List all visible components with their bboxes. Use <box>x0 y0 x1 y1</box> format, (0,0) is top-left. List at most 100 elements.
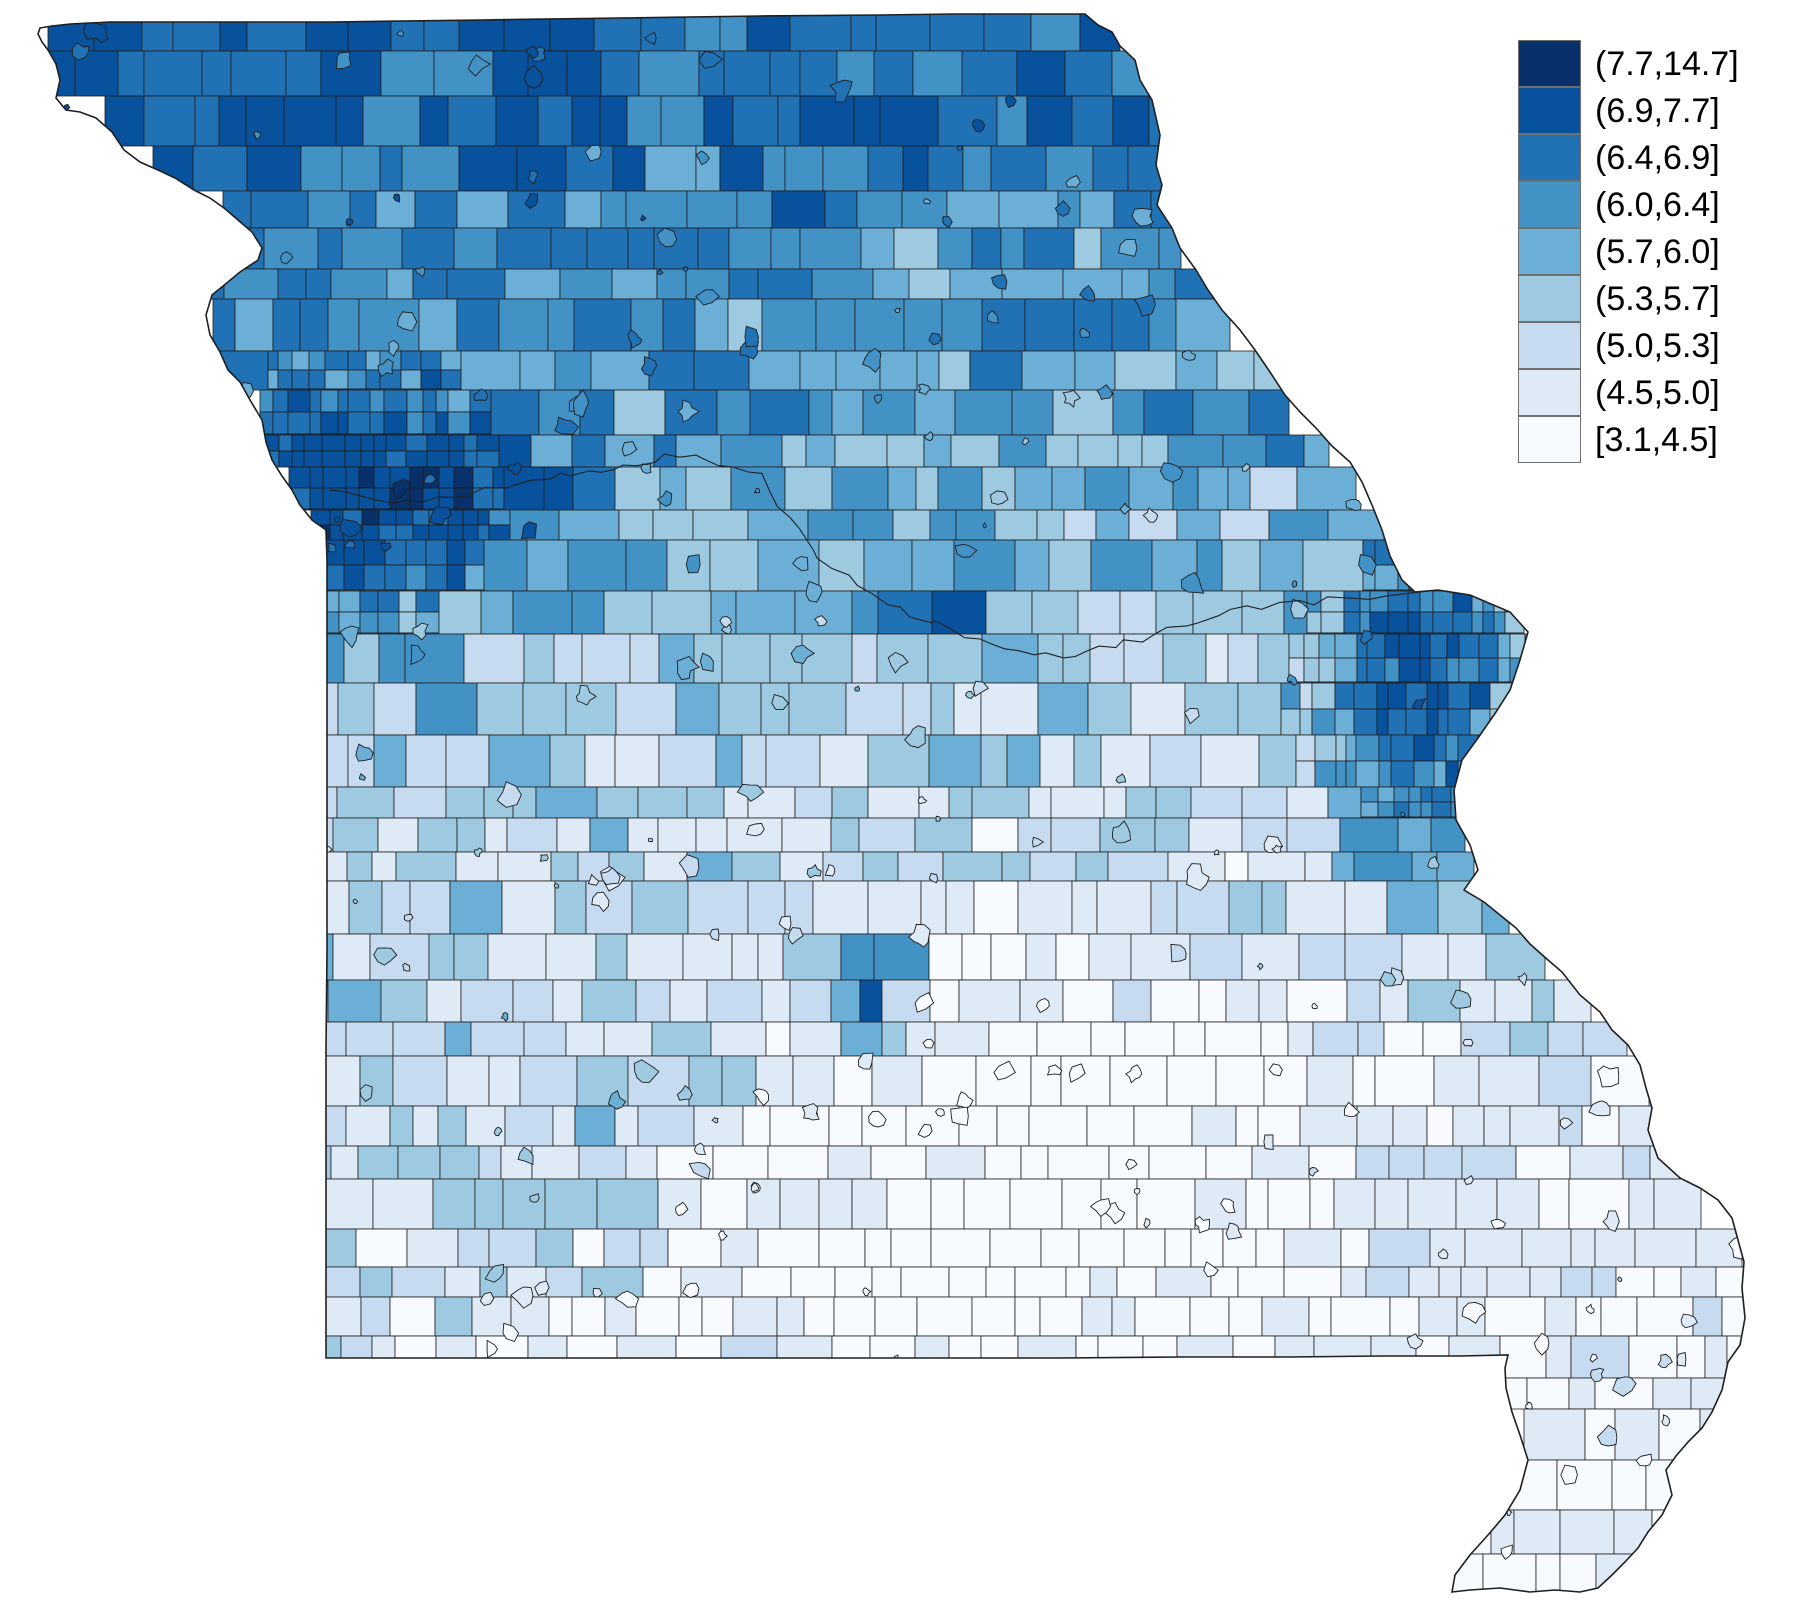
census-tract <box>305 268 332 300</box>
municipal-boundary <box>1143 1217 1151 1229</box>
census-tract <box>1189 933 1243 981</box>
census-tract <box>693 350 750 391</box>
census-tract <box>799 350 837 391</box>
census-tract <box>384 564 407 591</box>
census-tract <box>812 880 869 935</box>
census-tract <box>1343 590 1361 613</box>
census-tract <box>1446 657 1460 683</box>
census-tract <box>1704 1335 1728 1379</box>
census-tract <box>1190 786 1243 819</box>
census-tract <box>386 268 414 300</box>
census-tract <box>1227 633 1259 684</box>
census-tract <box>104 95 145 147</box>
census-tract <box>1267 1178 1311 1230</box>
municipal-boundary <box>1133 1188 1141 1196</box>
census-tract <box>914 389 956 436</box>
municipal-boundary <box>854 685 861 692</box>
census-tract <box>1196 539 1223 592</box>
legend-swatch <box>1518 416 1581 463</box>
census-tract <box>448 434 465 452</box>
census-tract <box>1158 227 1182 270</box>
census-tract <box>512 979 554 1023</box>
municipal-boundary <box>805 580 823 603</box>
census-tract <box>686 190 738 229</box>
census-tract <box>447 95 497 147</box>
census-tract <box>299 298 329 352</box>
census-tract <box>1377 801 1395 818</box>
census-tract <box>1134 1296 1191 1337</box>
census-tract <box>1494 979 1533 1023</box>
census-tract <box>437 1105 467 1147</box>
municipal-boundary <box>1589 1367 1605 1383</box>
census-tract <box>445 786 485 819</box>
census-tract <box>618 509 654 541</box>
census-tract <box>762 145 786 192</box>
municipal-boundary <box>339 625 360 649</box>
census-tract <box>614 1105 639 1147</box>
census-tract <box>1280 708 1301 736</box>
legend-item: (6.4,6.9] <box>1518 134 1758 181</box>
municipal-boundary <box>1676 1351 1687 1367</box>
census-tract <box>961 933 992 981</box>
census-tract <box>719 145 764 192</box>
census-tract <box>789 979 832 1023</box>
census-tract <box>393 786 447 819</box>
municipal-boundary <box>644 31 657 45</box>
census-tract <box>1374 1178 1409 1230</box>
census-tract <box>349 190 377 229</box>
census-tract <box>996 1105 1030 1147</box>
census-tract <box>392 1055 448 1107</box>
census-tract <box>784 466 833 511</box>
census-tract <box>1408 786 1422 803</box>
census-tract <box>874 1296 918 1337</box>
census-tract <box>1426 682 1439 710</box>
census-tract <box>948 786 973 819</box>
census-tract <box>397 1145 441 1180</box>
census-tract <box>141 14 174 52</box>
census-tract <box>631 880 689 935</box>
census-tract <box>1408 1266 1440 1298</box>
census-tract <box>556 817 591 853</box>
census-tract <box>771 190 826 229</box>
municipal-boundary <box>1194 1216 1210 1234</box>
census-tract <box>990 145 1047 192</box>
municipal-boundary <box>928 872 939 884</box>
census-tract <box>287 411 311 435</box>
census-tract <box>1150 979 1200 1023</box>
municipal-boundary <box>1125 1158 1138 1171</box>
census-tract <box>1352 1055 1376 1107</box>
census-tract <box>712 1145 769 1180</box>
census-tract <box>1050 786 1105 819</box>
census-tract <box>1020 1145 1049 1180</box>
census-tract <box>1652 1377 1692 1410</box>
census-tract <box>1017 880 1073 935</box>
municipal-boundary <box>1461 1301 1487 1324</box>
census-tract <box>1426 1105 1454 1147</box>
municipal-boundary <box>682 266 689 272</box>
census-tract <box>544 1178 598 1230</box>
municipal-boundary <box>693 1142 707 1156</box>
census-tract <box>531 1145 580 1180</box>
census-tract <box>383 389 408 413</box>
census-tract <box>614 734 660 788</box>
census-tract <box>1023 227 1075 270</box>
census-tract <box>1295 760 1316 788</box>
census-tract <box>1420 801 1433 818</box>
census-tract <box>760 682 790 736</box>
census-tract <box>833 1296 876 1337</box>
census-tract <box>678 1296 703 1337</box>
census-tract <box>770 227 801 270</box>
census-tract <box>1360 801 1379 818</box>
census-tract <box>369 411 385 435</box>
census-tract <box>571 434 606 468</box>
census-tract <box>1423 1145 1463 1180</box>
census-tract <box>476 434 500 452</box>
census-tract <box>495 95 539 147</box>
census-tract <box>383 411 408 435</box>
census-tract <box>337 411 349 435</box>
municipal-boundary <box>956 1091 974 1110</box>
census-tract <box>1493 611 1506 634</box>
municipal-boundary <box>1125 1064 1143 1084</box>
census-tract <box>930 1228 991 1268</box>
census-tract <box>872 268 910 300</box>
